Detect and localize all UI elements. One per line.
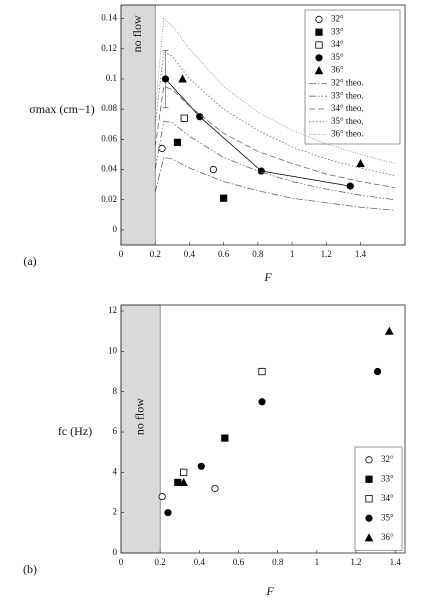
legend-label: 33° (331, 26, 344, 36)
marker (197, 462, 205, 470)
legend-marker (314, 66, 324, 75)
legend-label: 33° (381, 473, 394, 483)
y-tick-label: 0.08 (101, 103, 117, 113)
legend-marker (365, 514, 373, 522)
marker (180, 468, 188, 476)
x-tick-label: 0 (119, 249, 124, 259)
marker (258, 398, 266, 406)
x-tick-label: 0.4 (194, 557, 206, 567)
plot-frame (120, 4, 406, 246)
x-axis-label: F (265, 584, 274, 598)
x-tick-label: 0.8 (272, 557, 284, 567)
y-tick-label: 12 (108, 305, 117, 315)
marker (221, 434, 229, 442)
y-tick-label: 0.04 (101, 164, 117, 174)
marker (174, 478, 182, 487)
legend-label: 36° theo. (331, 129, 364, 139)
legend-marker (315, 41, 323, 49)
series-line (165, 78, 351, 187)
marker (161, 75, 170, 83)
y-axis-label: σmax (cm−1) (29, 102, 95, 116)
x-tick-label: 0 (119, 557, 124, 567)
series-line (154, 156, 395, 211)
y-tick-label: 0.02 (101, 194, 117, 204)
y-tick-label: 6 (113, 426, 118, 436)
no-flow-region (120, 4, 156, 246)
marker (158, 492, 166, 501)
panel-label: (a) (23, 254, 36, 268)
x-axis-label: F (263, 270, 272, 284)
y-axis-label: fc (Hz) (58, 424, 92, 438)
marker (179, 477, 189, 487)
x-tick-label: 0.6 (233, 557, 245, 567)
x-tick-label: 1.4 (390, 557, 402, 567)
series-line (154, 120, 395, 201)
y-tick-label: 4 (113, 466, 118, 476)
series-line (154, 51, 395, 176)
legend-marker (365, 456, 373, 464)
legend-label: 35° theo. (331, 116, 364, 126)
marker (173, 138, 182, 146)
marker (196, 113, 204, 121)
legend-marker (315, 54, 323, 62)
legend-frame (354, 446, 403, 551)
annotation: no flow (132, 398, 146, 435)
x-tick-label: 0.8 (252, 249, 264, 259)
y-tick-label: 10 (108, 345, 118, 355)
y-tick-label: 0.1 (106, 73, 117, 83)
legend-marker (365, 495, 373, 503)
marker (164, 509, 172, 517)
plot-frame (120, 304, 406, 554)
marker (373, 367, 382, 376)
x-tick-label: 0.2 (150, 249, 161, 259)
marker (346, 182, 354, 190)
marker (220, 194, 228, 202)
legend-label: 32° (381, 454, 394, 464)
marker (209, 165, 217, 174)
x-tick-label: 1.4 (355, 249, 367, 259)
marker (384, 326, 394, 335)
legend-marker (315, 28, 323, 36)
marker (211, 484, 219, 493)
legend-label: 32° theo. (331, 77, 364, 87)
legend-marker (364, 533, 374, 542)
marker (258, 367, 266, 376)
legend-label: 32° (331, 13, 344, 23)
y-tick-label: 0.12 (101, 43, 117, 53)
y-tick-label: 2 (113, 507, 118, 517)
marker (356, 158, 365, 168)
legend-label: 34° (381, 493, 394, 503)
x-tick-label: 1 (315, 557, 320, 567)
y-tick-label: 0.14 (101, 13, 117, 23)
legend-label: 34° theo. (331, 103, 364, 113)
legend-label: 36° (331, 65, 344, 75)
y-tick-label: 0 (113, 224, 118, 234)
annotation: no flow (130, 15, 144, 52)
x-tick-label: 1.2 (350, 557, 361, 567)
legend-marker (365, 475, 373, 483)
legend-label: 33° theo. (331, 90, 364, 100)
y-tick-label: 0 (113, 547, 118, 557)
legend-label: 35° (381, 512, 394, 522)
marker (158, 144, 166, 152)
x-tick-label: 0.6 (218, 249, 230, 259)
marker (180, 114, 188, 122)
x-tick-label: 0.2 (155, 557, 166, 567)
legend-marker (315, 15, 323, 23)
legend-label: 35° (331, 52, 344, 62)
series-line (154, 85, 395, 189)
legend-label: 34° (331, 39, 344, 49)
x-tick-label: 0.4 (184, 249, 196, 259)
legend-label: 36° (381, 532, 394, 542)
marker (178, 74, 187, 83)
panel-label: (b) (23, 562, 37, 576)
x-tick-label: 1.2 (321, 249, 332, 259)
y-tick-label: 8 (113, 386, 118, 396)
series-line (154, 17, 395, 164)
x-tick-label: 1 (290, 249, 295, 259)
y-tick-label: 0.06 (101, 133, 117, 143)
